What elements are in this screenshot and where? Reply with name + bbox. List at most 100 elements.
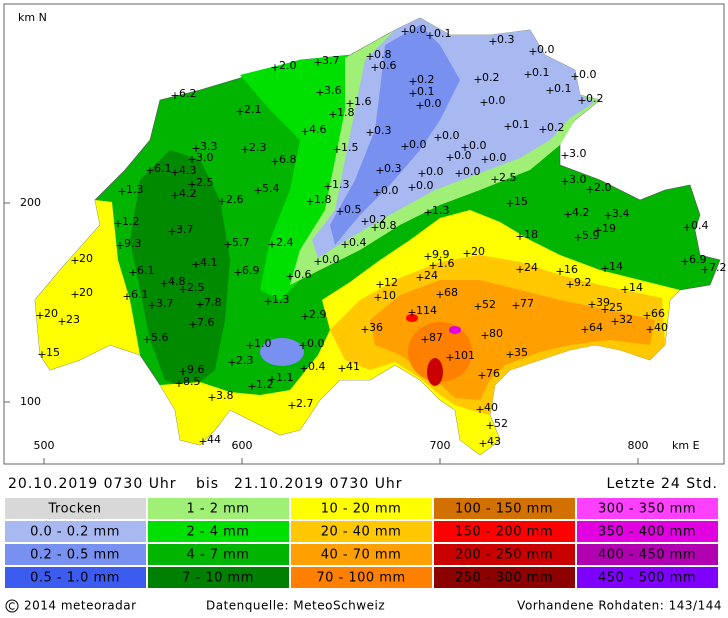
station-value: 3.0 — [569, 147, 587, 160]
station-value: 0.0 — [381, 184, 399, 197]
station-value: 7.6 — [197, 316, 215, 329]
map-labels: +0.0+ 0.1+ 0.3+ 0.0+ 0.8+ 0.6+ 2.0 +3.7+ 0.1 +0.0… — [35, 23, 726, 450]
station-marker: + — [573, 231, 582, 244]
station-marker: + — [370, 221, 379, 234]
station-value: 41 — [346, 360, 360, 373]
station-marker: + — [147, 299, 156, 312]
station-marker: + — [528, 45, 537, 58]
station-marker: + — [174, 377, 183, 390]
legend-label: 0.0 - 0.2 mm — [30, 525, 120, 540]
station-value: 0.0 — [307, 337, 325, 350]
station-marker: + — [142, 333, 151, 346]
station-value: 1.8 — [337, 106, 355, 119]
station-value: 3.4 — [612, 207, 630, 220]
station-marker: + — [408, 75, 417, 88]
station-value: 1.8 — [314, 193, 332, 206]
station-value: 68 — [444, 286, 458, 299]
header-bar — [4, 470, 724, 496]
station-marker: + — [267, 238, 276, 251]
station-value: 0.1 — [434, 27, 452, 40]
station-marker: + — [445, 351, 454, 364]
station-marker: + — [610, 315, 619, 328]
station-marker: + — [477, 369, 486, 382]
legend-label: 450 - 500 mm — [598, 571, 696, 586]
station-marker: + — [523, 68, 532, 81]
station-marker: + — [555, 265, 564, 278]
station-marker: + — [577, 94, 586, 107]
station-value: 0.0 — [488, 94, 506, 107]
station-value: 0.3 — [497, 33, 515, 46]
station-value: 0.6 — [294, 268, 312, 281]
station-marker: + — [585, 183, 594, 196]
zone — [130, 150, 230, 390]
station-marker: + — [170, 89, 179, 102]
station-marker: + — [223, 238, 232, 251]
station-marker: + — [285, 270, 294, 283]
station-value: 1.2 — [122, 215, 140, 228]
station-marker: + — [323, 180, 332, 193]
station-marker: + — [445, 151, 454, 164]
station-value: 3.0 — [569, 173, 587, 186]
legend-label: 0.2 - 0.5 mm — [30, 548, 120, 563]
station-value: 14 — [629, 281, 643, 294]
source: Datenquelle: MeteoSchweiz — [206, 599, 385, 613]
station-value: 12 — [384, 276, 398, 289]
station-marker: + — [423, 250, 432, 263]
station-marker: + — [460, 141, 469, 154]
station-value: 14 — [609, 260, 623, 273]
legend-swatch — [291, 544, 432, 565]
station-value: 15 — [46, 346, 60, 359]
station-value: 9.3 — [124, 237, 142, 250]
station-value: 20 — [79, 286, 93, 299]
station-marker: + — [600, 262, 609, 275]
station-marker: + — [593, 224, 602, 237]
station-value: 20 — [471, 245, 485, 258]
legend-label: 250 - 300 mm — [455, 571, 553, 586]
station-value: 0.2 — [417, 73, 435, 86]
legend-swatch — [434, 544, 575, 565]
x-tick-label: 700 — [430, 439, 451, 452]
raw-data: Vorhandene Rohdaten: 143/144 — [517, 599, 722, 613]
station-marker: + — [313, 255, 322, 268]
station-marker: + — [332, 143, 341, 156]
station-value: 2.5 — [196, 176, 214, 189]
station-marker: + — [187, 153, 196, 166]
station-value: 2.6 — [226, 193, 244, 206]
station-marker: + — [375, 164, 384, 177]
zone — [449, 326, 461, 334]
station-value: 2.3 — [236, 354, 254, 367]
station-marker: + — [345, 97, 354, 110]
station-marker: + — [480, 153, 489, 166]
station-value: 23 — [66, 313, 80, 326]
station-marker: + — [245, 339, 254, 352]
station-marker: + — [400, 140, 409, 153]
station-marker: + — [305, 195, 314, 208]
station-value: 0.3 — [384, 162, 402, 175]
station-marker: + — [117, 185, 126, 198]
station-marker: + — [115, 239, 124, 252]
station-marker: + — [145, 164, 154, 177]
legend-swatch — [434, 567, 575, 588]
station-value: 0.6 — [379, 59, 397, 72]
legend-label: 40 - 70 mm — [321, 548, 402, 563]
station-value: 15 — [514, 195, 528, 208]
station-value: 40 — [654, 321, 668, 334]
legend-label: 4 - 7 mm — [187, 548, 250, 563]
station-value: 52 — [482, 298, 496, 311]
station-marker: + — [475, 403, 484, 416]
station-marker: + — [515, 230, 524, 243]
x-tick-label: 800 — [628, 439, 649, 452]
station-value: 0.0 — [454, 149, 472, 162]
legend-label: 400 - 450 mm — [598, 548, 696, 563]
station-marker: + — [420, 333, 429, 346]
station-marker: + — [485, 419, 494, 432]
station-marker: + — [570, 70, 579, 83]
station-value: 4.2 — [179, 187, 197, 200]
station-marker: + — [490, 173, 499, 186]
copyright: 2014 meteoradar — [24, 599, 137, 613]
station-value: 0.0 — [442, 129, 460, 142]
station-value: 0.0 — [537, 43, 555, 56]
station-value: 4.2 — [572, 206, 590, 219]
legend-swatch — [5, 544, 146, 565]
station-value: 25 — [609, 301, 623, 314]
